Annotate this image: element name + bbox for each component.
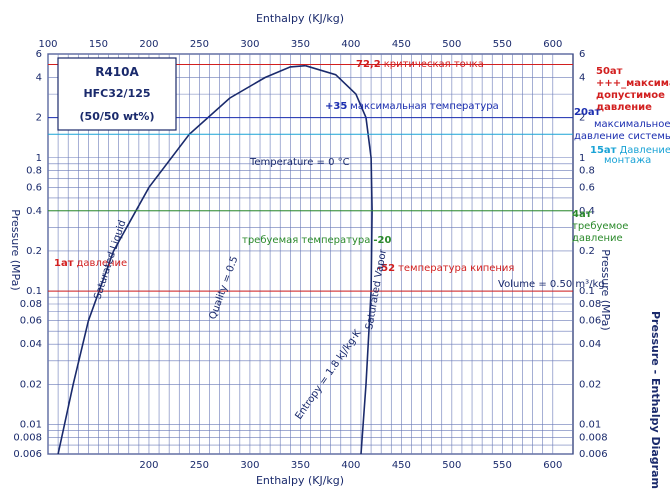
y-right-tick-label: 0.6 bbox=[579, 182, 595, 193]
x-bottom-tick-label: 300 bbox=[240, 460, 259, 471]
y-left-tick-label: 6 bbox=[36, 49, 42, 60]
y-left-tick-label: 2 bbox=[36, 113, 42, 124]
title-box-line-3: (50/50 wt%) bbox=[80, 110, 155, 123]
x-top-tick-label: 200 bbox=[139, 39, 158, 50]
x-top-tick-label: 500 bbox=[442, 39, 461, 50]
y-right-tick-label: 0.008 bbox=[579, 432, 608, 443]
x-top-tick-label: 350 bbox=[291, 39, 310, 50]
x-top-tick-label: 100 bbox=[38, 39, 57, 50]
y-left-tick-label: 0.4 bbox=[26, 206, 42, 217]
p15-text-2: монтажа bbox=[604, 155, 651, 166]
p4-value: 4ат bbox=[572, 209, 592, 220]
p15-label: 15ат Давление bbox=[590, 145, 670, 156]
x-top-tick-label: 450 bbox=[392, 39, 411, 50]
x-axis-title-bottom: Enthalpy (KJ/kg) bbox=[256, 474, 344, 487]
max-temp-text: максимальная температура bbox=[350, 101, 498, 112]
y-right-tick-label: 0.02 bbox=[579, 379, 601, 390]
y-left-tick-label: 0.8 bbox=[26, 166, 42, 177]
boil-temp-value: -52 bbox=[377, 263, 395, 274]
y-left-tick-label: 0.02 bbox=[20, 379, 42, 390]
y-right-tick-label: 0.06 bbox=[579, 316, 601, 327]
y-left-tick-label: 0.04 bbox=[20, 339, 42, 350]
x-bottom-tick-label: 450 bbox=[392, 460, 411, 471]
max-temp-value: +35 bbox=[325, 101, 347, 112]
y-right-tick-label: 4 bbox=[579, 72, 585, 83]
x-bottom-tick-label: 250 bbox=[190, 460, 209, 471]
y-right-tick-label: 0.2 bbox=[579, 246, 595, 257]
y-left-tick-label: 0.1 bbox=[26, 286, 42, 297]
req-temp-label: требуемая температура -20 bbox=[242, 235, 391, 246]
y-left-tick-label: 0.2 bbox=[26, 246, 42, 257]
x-top-tick-label: 150 bbox=[89, 39, 108, 50]
y-right-tick-label: 0.08 bbox=[579, 299, 601, 310]
p1-text: давление bbox=[77, 258, 128, 269]
y-left-tick-label: 0.08 bbox=[20, 299, 42, 310]
volume-label: Volume = 0.50 m³/kg bbox=[498, 279, 605, 290]
x-bottom-tick-label: 550 bbox=[493, 460, 512, 471]
x-top-tick-label: 600 bbox=[543, 39, 562, 50]
p50-value: 50ат bbox=[596, 66, 623, 77]
p15-text-1: Давление bbox=[619, 145, 670, 156]
y-right-tick-label: 0.8 bbox=[579, 166, 595, 177]
x-bottom-tick-label: 200 bbox=[139, 460, 158, 471]
p4-text-2: давление bbox=[572, 233, 623, 244]
x-bottom-tick-label: 600 bbox=[543, 460, 562, 471]
saturated-vapor-line bbox=[305, 64, 373, 455]
p50-text-3: давление bbox=[596, 102, 652, 113]
x-top-tick-label: 550 bbox=[493, 39, 512, 50]
critical-point-value: 72,2 bbox=[356, 59, 381, 70]
p20-value: 20ат bbox=[574, 107, 601, 118]
p1-value: 1ат bbox=[54, 258, 74, 269]
p1-label: 1ат давление bbox=[54, 258, 127, 269]
y-right-tick-label: 0.04 bbox=[579, 339, 601, 350]
y-right-tick-label: 2 bbox=[579, 113, 585, 124]
x-top-tick-label: 400 bbox=[341, 39, 360, 50]
max-temp-label: +35 максимальная температура bbox=[325, 101, 499, 112]
y-right-tick-label: 6 bbox=[579, 49, 585, 60]
side-title: Pressure - Enthalpy Diagram bbox=[649, 311, 662, 489]
x-bottom-tick-label: 350 bbox=[291, 460, 310, 471]
p20-text-1: максимальное bbox=[594, 119, 670, 130]
p50-text-2: допустимое bbox=[596, 90, 665, 101]
y-right-tick-label: 0.006 bbox=[579, 449, 608, 460]
tick-labels-layer: 100 150 200 250 300 350 400 450 500 550 600 200 250 3… bbox=[13, 39, 607, 471]
y-right-tick-label: 0.01 bbox=[579, 419, 601, 430]
y-left-tick-label: 4 bbox=[36, 72, 42, 83]
y-left-tick-label: 0.006 bbox=[13, 449, 42, 460]
title-box bbox=[57, 57, 177, 131]
y-left-tick-label: 0.06 bbox=[20, 316, 42, 327]
boil-temp-label: -52 температура кипения bbox=[377, 263, 514, 274]
y-left-tick-label: 0.6 bbox=[26, 182, 42, 193]
temperature-label: Temperature = 0 °C bbox=[249, 157, 350, 168]
p4-text-1: требуемое bbox=[572, 221, 628, 232]
p20-text-2: давление системы bbox=[574, 131, 670, 142]
critical-point-text: критическая точка bbox=[384, 59, 484, 70]
y-axis-title-left: Pressure (MPa) bbox=[9, 209, 22, 290]
x-bottom-tick-label: 400 bbox=[341, 460, 360, 471]
x-bottom-tick-label: 500 bbox=[442, 460, 461, 471]
y-right-tick-label: 0.1 bbox=[579, 286, 595, 297]
x-axis-title-top: Enthalpy (KJ/kg) bbox=[256, 12, 344, 25]
x-top-tick-label: 300 bbox=[240, 39, 259, 50]
y-left-tick-label: 0.01 bbox=[20, 419, 42, 430]
req-temp-value: -20 bbox=[373, 235, 391, 246]
p50-text-1: +++_максимал bbox=[596, 78, 670, 89]
saturated-liquid-line bbox=[57, 64, 306, 455]
saturation-dome-layer bbox=[57, 64, 373, 455]
req-temp-text: требуемая температура bbox=[242, 235, 370, 246]
title-box-line-1: R410A bbox=[95, 65, 139, 79]
y-left-tick-label: 0.008 bbox=[13, 432, 42, 443]
title-box-line-2: HFC32/125 bbox=[83, 87, 150, 100]
critical-point-label: 72,2 критическая точка bbox=[356, 59, 484, 70]
y-right-tick-label: 1 bbox=[579, 153, 585, 164]
y-axis-title-right: Pressure (MPa) bbox=[599, 249, 612, 330]
x-top-tick-label: 250 bbox=[190, 39, 209, 50]
boil-temp-text: температура кипения bbox=[398, 263, 514, 274]
y-right-tick-label: 0.4 bbox=[579, 206, 595, 217]
p15-value: 15ат bbox=[590, 145, 617, 156]
y-left-tick-label: 1 bbox=[36, 153, 42, 164]
